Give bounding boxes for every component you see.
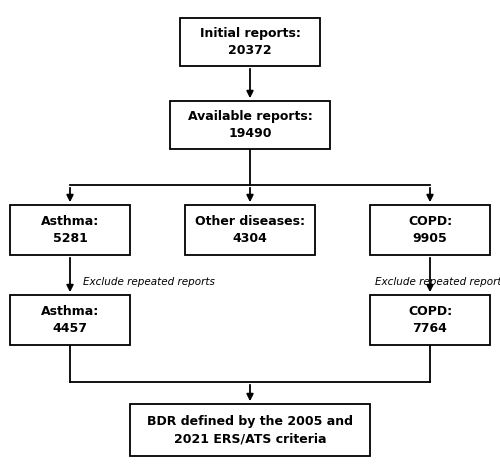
Bar — [185, 205, 315, 255]
Text: Initial reports:
20372: Initial reports: 20372 — [200, 27, 300, 57]
Text: BDR defined by the 2005 and
2021 ERS/ATS criteria: BDR defined by the 2005 and 2021 ERS/ATS… — [147, 415, 353, 445]
Text: Other diseases:
4304: Other diseases: 4304 — [195, 215, 305, 245]
Bar — [180, 18, 320, 66]
Text: Asthma:
4457: Asthma: 4457 — [41, 305, 99, 335]
Bar — [10, 295, 130, 345]
Text: COPD:
9905: COPD: 9905 — [408, 215, 452, 245]
Bar — [130, 404, 370, 456]
Bar — [170, 101, 330, 149]
Bar — [370, 205, 490, 255]
Text: Exclude repeated reports: Exclude repeated reports — [375, 277, 500, 287]
Text: COPD:
7764: COPD: 7764 — [408, 305, 452, 335]
Text: Available reports:
19490: Available reports: 19490 — [188, 110, 312, 140]
Text: Asthma:
5281: Asthma: 5281 — [41, 215, 99, 245]
Text: Exclude repeated reports: Exclude repeated reports — [83, 277, 215, 287]
Bar — [370, 295, 490, 345]
Bar — [10, 205, 130, 255]
